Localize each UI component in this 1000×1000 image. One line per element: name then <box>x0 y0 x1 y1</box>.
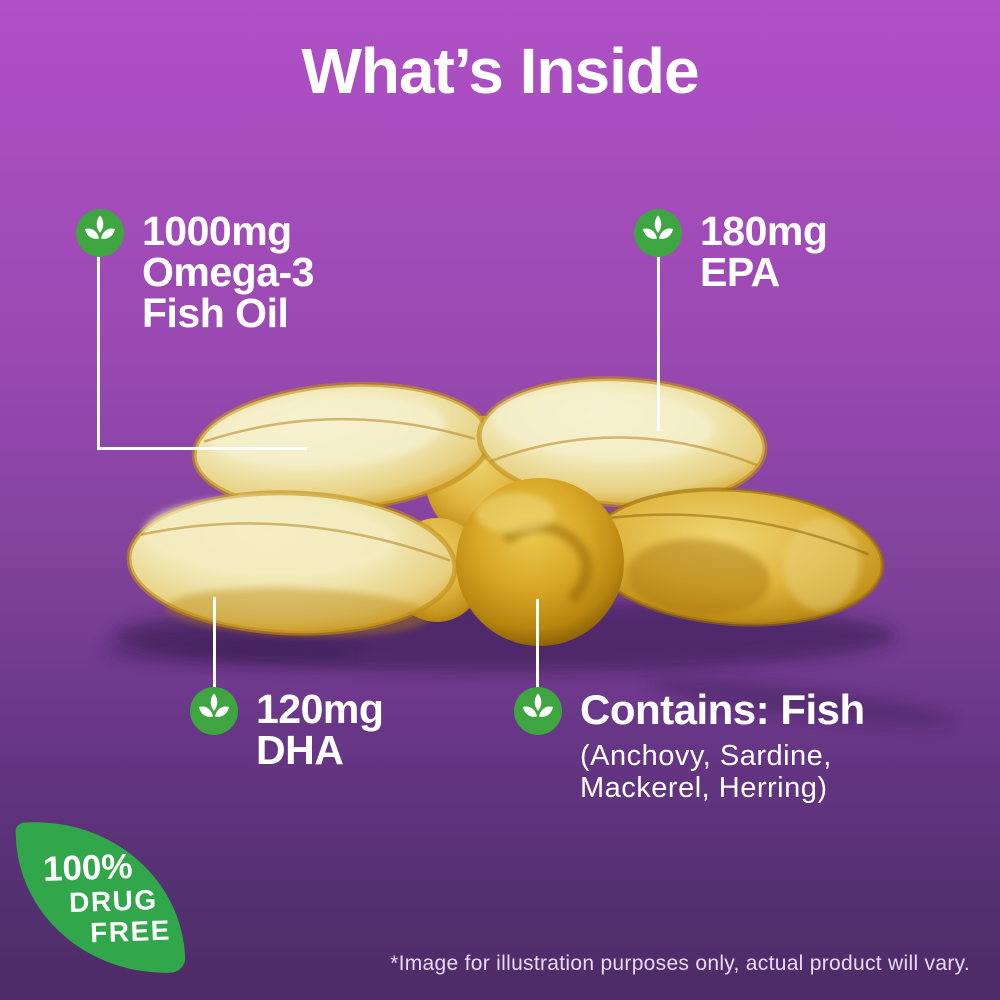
callout-line-omega3-horizontal <box>97 447 307 450</box>
disclaimer-text: *Image for illustration purposes only, a… <box>390 952 970 975</box>
callout-line-contains <box>536 599 539 689</box>
contains-heading: Contains: Fish <box>580 686 865 733</box>
callout-line-epa <box>657 255 660 431</box>
callout-omega3: 1000mg Omega-3 Fish Oil <box>76 208 314 336</box>
sprout-leaf-icon <box>514 687 562 735</box>
badge-percent: 100% <box>42 846 134 889</box>
sprout-leaf-icon <box>190 687 238 735</box>
callout-dha: 120mg DHA <box>190 686 384 773</box>
badge-free: FREE <box>89 914 172 949</box>
callout-epa: 180mg EPA <box>634 208 828 295</box>
epa-amount: 180mg <box>700 208 828 254</box>
sprout-leaf-icon <box>76 209 124 257</box>
omega3-name-1: Omega-3 <box>142 249 314 295</box>
page-title: What’s Inside <box>301 35 699 107</box>
contains-species-1: (Anchovy, Sardine, <box>580 740 832 772</box>
badge-drug: DRUG <box>68 884 159 919</box>
callout-contains: Contains: Fish (Anchovy, Sardine, Macker… <box>514 686 865 804</box>
omega3-amount: 1000mg <box>142 208 292 254</box>
dha-name: DHA <box>256 727 344 773</box>
dha-amount: 120mg <box>256 686 384 732</box>
omega3-name-2: Fish Oil <box>142 290 289 336</box>
epa-name: EPA <box>700 249 780 295</box>
contains-species-2: Mackerel, Herring) <box>580 772 828 804</box>
sprout-leaf-icon <box>634 209 682 257</box>
callout-line-dha <box>213 597 216 689</box>
callout-line-omega3-vertical <box>97 255 100 450</box>
